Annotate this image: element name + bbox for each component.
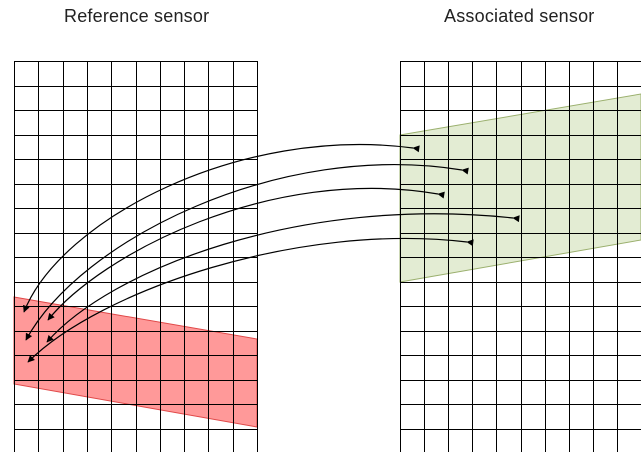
associated-sensor-title: Associated sensor (444, 6, 595, 26)
mapping-arrow (27, 237, 474, 363)
mapping-arrows (23, 143, 520, 363)
reference-sensor-title: Reference sensor (64, 6, 210, 26)
associated-footprint-band (399, 93, 641, 283)
